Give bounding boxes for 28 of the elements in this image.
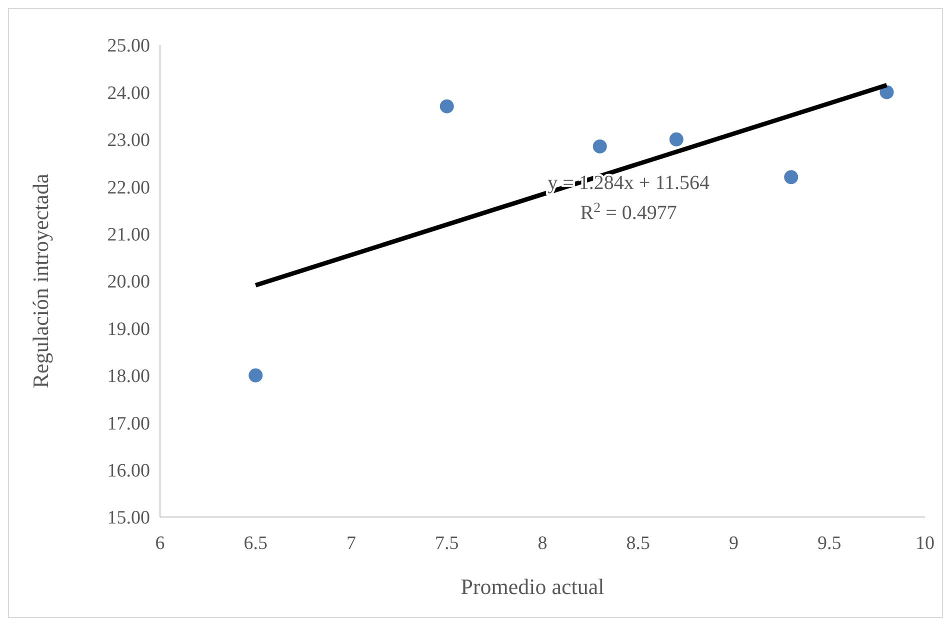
y-tick-label: 22.00: [107, 177, 150, 198]
x-tick-label: 6: [155, 533, 165, 554]
point: [669, 132, 684, 146]
point: [248, 368, 263, 382]
y-tick-label: 15.00: [107, 508, 150, 529]
y-tick-label: 19.00: [107, 318, 150, 340]
point: [440, 99, 454, 114]
y-tick-label: 18.00: [107, 366, 150, 388]
x-tick-label: 7: [346, 533, 356, 554]
y-axis-title: Regulación introyectada: [28, 174, 53, 388]
x-axis-title: Promedio actual: [460, 574, 604, 599]
y-tick-label: 16.00: [107, 460, 150, 482]
y-tick-label: 17.00: [107, 413, 150, 434]
point: [784, 170, 798, 184]
x-tick-label: 10: [916, 533, 934, 554]
y-tick-label: 23.00: [107, 130, 150, 152]
x-tick-label: 8: [538, 533, 548, 554]
y-tick-label: 21.00: [107, 224, 150, 246]
y-tick-label: 25.00: [107, 36, 150, 57]
x-tick-label: 9.5: [818, 533, 842, 554]
x-tick-label: 8.5: [626, 533, 650, 554]
x-tick-label: 6.5: [244, 533, 268, 554]
annotation: R$^{2}$ = 0.4977: [580, 200, 677, 224]
y-tick-label: 20.00: [107, 272, 150, 293]
x-tick-label: 7.5: [435, 533, 459, 554]
point: [592, 139, 607, 154]
x-tick-label: 9: [729, 533, 738, 554]
y-tick-label: 24.00: [107, 82, 150, 104]
